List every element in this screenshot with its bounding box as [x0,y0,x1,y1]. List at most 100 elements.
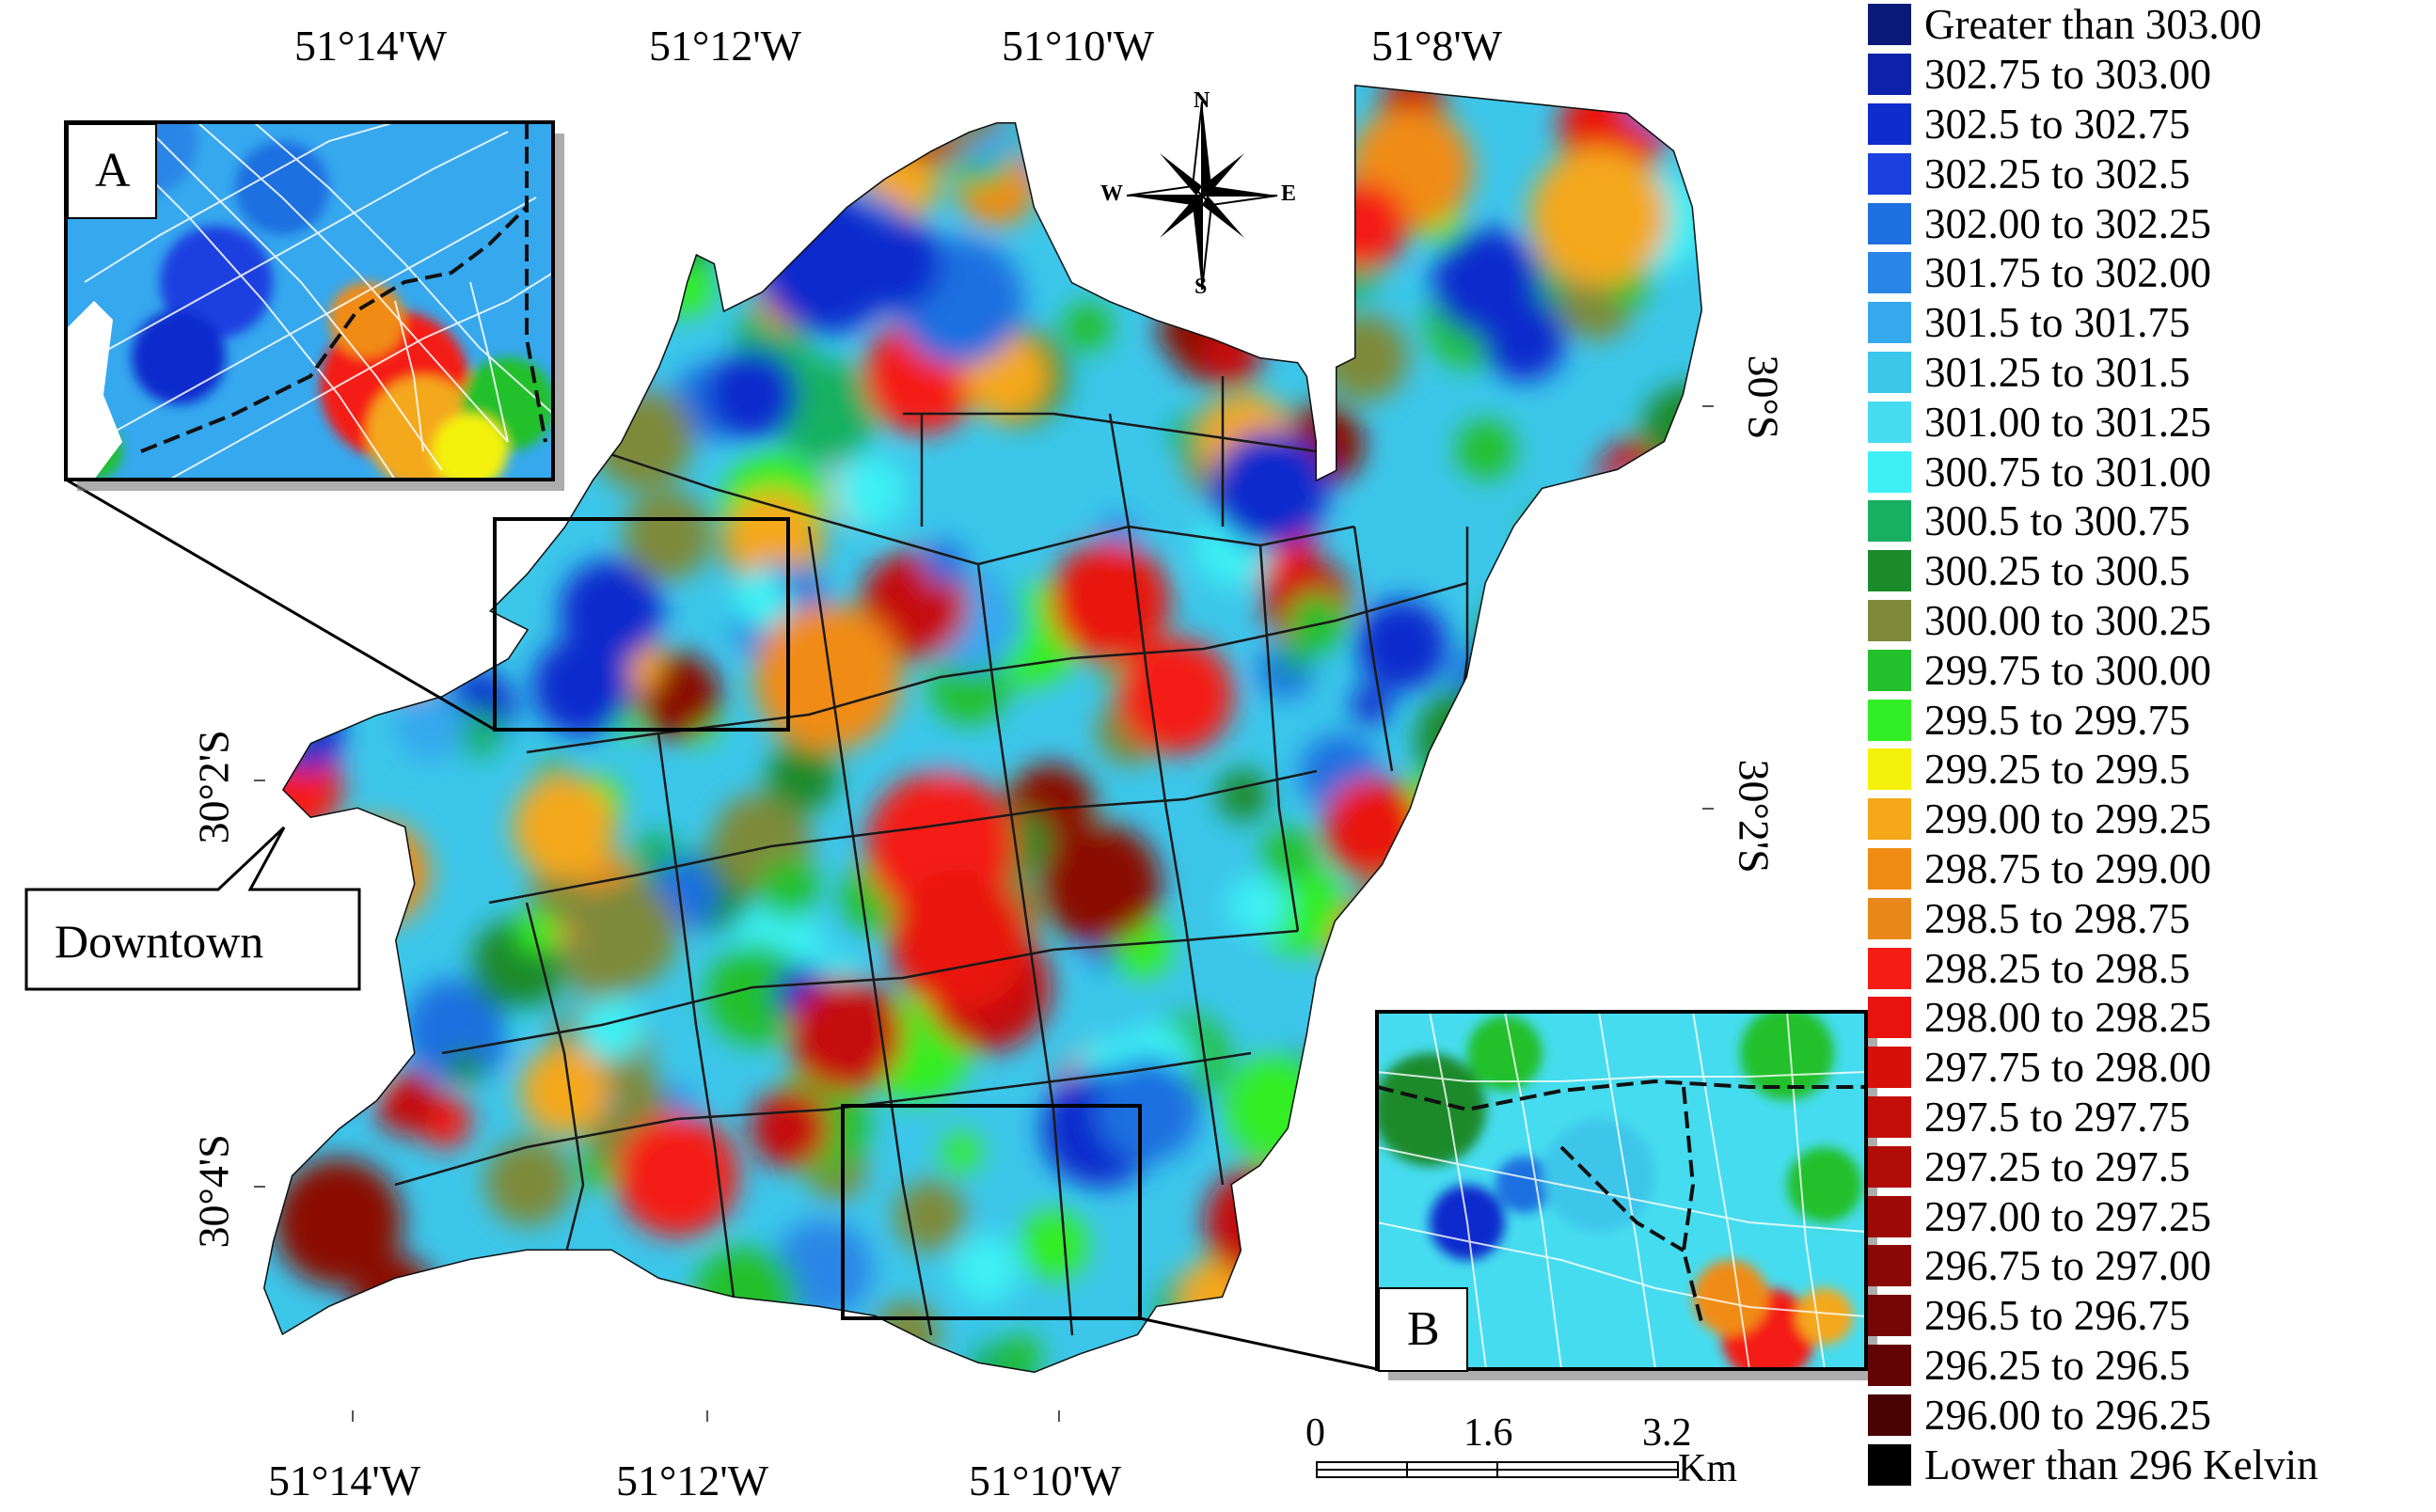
scale-bar-graphic [1316,1461,1679,1478]
legend-swatch [1868,1145,1911,1188]
legend-row: 302.75 to 303.00 [1868,50,2436,100]
inset-b-panel [1375,1010,1877,1380]
top-longitude-4: 51°8'W [1371,22,1503,70]
inset-b-label: B [1407,1302,1440,1356]
legend-swatch [1868,947,1911,989]
legend-row: 298.25 to 298.5 [1868,943,2436,993]
legend-swatch [1868,450,1911,493]
legend-label: 298.5 to 298.75 [1924,894,2191,942]
legend-row: 298.00 to 298.25 [1868,993,2436,1043]
legend-row: Lower than 296 Kelvin [1868,1440,2436,1489]
top-longitude-2: 51°12'W [649,22,802,70]
legend-swatch [1868,54,1911,96]
legend-label: 296.00 to 296.25 [1924,1391,2212,1439]
legend-label: 302.00 to 302.25 [1924,199,2212,247]
legend-swatch [1868,1295,1911,1337]
legend-swatch [1868,748,1911,791]
legend-swatch [1868,1344,1911,1386]
compass-south-label: S [1194,275,1208,299]
legend-label: 302.5 to 302.75 [1924,100,2191,148]
legend-row: 302.00 to 302.25 [1868,198,2436,248]
legend-row: 301.25 to 301.5 [1868,348,2436,398]
scale-tick-2: 3.2 [1642,1411,1692,1455]
legend-swatch [1868,1195,1911,1237]
legend-row: Greater than 303.00 [1868,0,2436,50]
legend-row: 301.75 to 302.00 [1868,248,2436,298]
inset-a-label: A [95,144,131,197]
legend-label: Lower than 296 Kelvin [1924,1441,2318,1488]
legend-label: 300.25 to 300.5 [1924,547,2191,595]
legend-label: 297.75 to 298.00 [1924,1044,2212,1092]
legend-row: 296.25 to 296.5 [1868,1341,2436,1391]
downtown-label: Downtown [55,915,264,968]
scale-tick-1: 1.6 [1463,1411,1513,1455]
legend-swatch [1868,798,1911,841]
legend-label: 301.00 to 301.25 [1924,398,2212,446]
scale-tick-0: 0 [1305,1411,1325,1455]
legend-label: 299.75 to 300.00 [1924,646,2212,694]
compass-rose-icon [1126,101,1278,291]
legend-row: 297.25 to 297.5 [1868,1142,2436,1191]
legend-label: 298.75 to 299.00 [1924,844,2212,892]
compass-north-label: N [1194,88,1210,113]
zoom-box-b [841,1104,1142,1320]
legend-row: 296.00 to 296.25 [1868,1390,2436,1440]
legend-swatch [1868,1095,1911,1138]
legend-swatch [1868,500,1911,543]
legend-swatch [1868,1047,1911,1089]
graticule-ticks [254,405,1714,1422]
inset-a-panel [64,120,564,491]
inset-a-leader-line [65,478,496,732]
top-longitude-3: 51°10'W [1002,22,1155,70]
legend-row: 301.00 to 301.25 [1868,397,2436,447]
bottom-longitude-3: 51°10'W [969,1457,1122,1504]
legend-swatch [1868,1443,1911,1486]
district-boundaries [394,376,1544,1336]
legend-swatch [1868,550,1911,592]
legend-swatch [1868,649,1911,691]
legend-row: 297.75 to 298.00 [1868,1043,2436,1093]
right-latitude-2: 30°2'S [1730,759,1779,874]
legend-row: 300.25 to 300.5 [1868,546,2436,596]
legend-row: 296.5 to 296.75 [1868,1291,2436,1341]
legend-row: 299.5 to 299.75 [1868,695,2436,745]
legend-row: 298.75 to 299.00 [1868,844,2436,894]
legend-row: 297.5 to 297.75 [1868,1093,2436,1142]
legend-row: 300.00 to 300.25 [1868,596,2436,646]
legend-label: 296.5 to 296.75 [1924,1292,2191,1340]
legend-swatch [1868,897,1911,939]
legend-row: 300.5 to 300.75 [1868,496,2436,546]
left-latitude-1: 30°2'S [189,730,238,844]
legend-swatch [1868,1245,1911,1287]
legend-swatch [1868,847,1911,890]
compass-west-label: W [1100,181,1123,206]
bottom-longitude-1: 51°14'W [268,1457,421,1504]
legend-label: 299.5 to 299.75 [1924,696,2191,744]
legend-swatch [1868,1394,1911,1436]
legend-swatch [1868,997,1911,1039]
legend-label: 297.25 to 297.5 [1924,1142,2191,1190]
legend-label: 301.25 to 301.5 [1924,348,2191,396]
legend-row: 297.00 to 297.25 [1868,1191,2436,1241]
legend-label: 300.75 to 301.00 [1924,448,2212,496]
legend-label: 299.25 to 299.5 [1924,746,2191,794]
inset-b-leader-line [1139,1316,1378,1371]
legend-label: 302.75 to 303.00 [1924,51,2212,99]
legend-label: 298.00 to 298.25 [1924,994,2212,1042]
top-longitude-1: 51°14'W [294,22,448,70]
legend-label: 299.00 to 299.25 [1924,795,2212,843]
legend-label: 300.00 to 300.25 [1924,596,2212,644]
legend-row: 299.25 to 299.5 [1868,745,2436,795]
legend-swatch [1868,252,1911,294]
legend-label: 301.5 to 301.75 [1924,299,2191,347]
legend-row: 300.75 to 301.00 [1868,447,2436,496]
downtown-callout-shape [24,826,361,991]
compass-east-label: E [1281,181,1297,206]
legend-swatch [1868,4,1911,46]
legend-row: 298.5 to 298.75 [1868,893,2436,943]
legend-swatch [1868,699,1911,741]
scale-unit: Km [1678,1447,1737,1490]
legend-swatch [1868,401,1911,443]
legend-swatch [1868,152,1911,195]
